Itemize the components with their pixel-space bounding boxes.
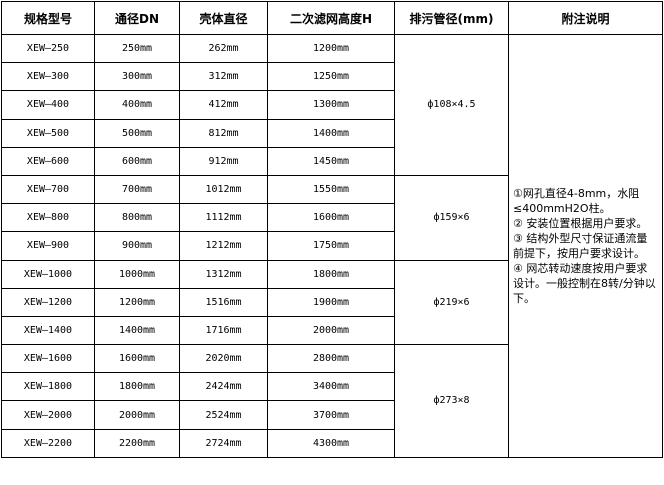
shell-diameter-cell: 1516mm — [179, 287, 268, 317]
dn-cell: 1400mm — [94, 315, 180, 346]
drain-pipe-cell: ф159×6 — [394, 174, 509, 261]
table-row: XEW—250 250mm 262mm 1200mm ф108×4.5 ①网孔直径4-8m… — [1, 33, 663, 458]
model-cell: XEW—500 — [1, 118, 95, 148]
shell-diameter-cell: 2424mm — [179, 372, 268, 402]
model-cell: XEW—1800 — [1, 372, 95, 402]
dn-cell: 700mm — [94, 174, 180, 205]
dn-cell: 1800mm — [94, 372, 180, 402]
dn-cell: 600mm — [94, 146, 180, 176]
drain-pipe-cell: ф219×6 — [394, 259, 509, 346]
table-row: XEW—1600 1600mm 2020mm 2800mm ф273×8 — [1, 344, 663, 458]
shell-diameter-cell: 1716mm — [179, 315, 268, 346]
header-model: 规格型号 — [1, 1, 95, 35]
shell-diameter-cell: 812mm — [179, 118, 268, 148]
table-row: XEW—400 400mm 412mm 1300mm — [1, 90, 663, 120]
table-row: XEW—500 500mm 812mm 1400mm — [1, 118, 663, 148]
screen-height-cell: 3400mm — [267, 372, 395, 402]
dn-cell: 900mm — [94, 231, 180, 261]
shell-diameter-cell: 2524mm — [179, 400, 268, 430]
model-cell: XEW—700 — [1, 174, 95, 205]
model-cell: XEW—600 — [1, 146, 95, 176]
shell-diameter-cell: 262mm — [179, 33, 268, 64]
model-cell: XEW—2200 — [1, 428, 95, 458]
dn-cell: 300mm — [94, 62, 180, 92]
dn-cell: 1000mm — [94, 259, 180, 289]
screen-height-cell: 2000mm — [267, 315, 395, 346]
shell-diameter-cell: 312mm — [179, 62, 268, 92]
screen-height-cell: 1300mm — [267, 90, 395, 120]
screen-height-cell: 1900mm — [267, 287, 395, 317]
screen-height-cell: 3700mm — [267, 400, 395, 430]
table-row: XEW—300 300mm 312mm 1250mm — [1, 62, 663, 92]
model-cell: XEW—400 — [1, 90, 95, 120]
screen-height-cell: 1450mm — [267, 146, 395, 176]
model-cell: XEW—900 — [1, 231, 95, 261]
model-cell: XEW—1600 — [1, 344, 95, 374]
shell-diameter-cell: 912mm — [179, 146, 268, 176]
header-row: 规格型号 通径DN 壳体直径 二次滤网高度H 排污管径(mm) 附注说明 — [1, 1, 663, 35]
shell-diameter-cell: 1112mm — [179, 203, 268, 233]
table-row: XEW—2000 2000mm 2524mm 3700mm — [1, 400, 663, 430]
dn-cell: 1600mm — [94, 344, 180, 374]
screen-height-cell: 4300mm — [267, 428, 395, 458]
drain-pipe-cell: ф273×8 — [394, 344, 509, 458]
table-row: XEW—700 700mm 1012mm 1550mm ф159×6 — [1, 174, 663, 261]
header-dn: 通径DN — [94, 1, 180, 35]
header-drain-pipe: 排污管径(mm) — [394, 1, 509, 35]
model-cell: XEW—2000 — [1, 400, 95, 430]
shell-diameter-cell: 1312mm — [179, 259, 268, 289]
header-notes: 附注说明 — [508, 1, 663, 35]
screen-height-cell: 1800mm — [267, 259, 395, 289]
screen-height-cell: 2800mm — [267, 344, 395, 374]
screen-height-cell: 1400mm — [267, 118, 395, 148]
model-cell: XEW—250 — [1, 33, 95, 64]
model-cell: XEW—1000 — [1, 259, 95, 289]
shell-diameter-cell: 412mm — [179, 90, 268, 120]
dn-cell: 400mm — [94, 90, 180, 120]
screen-height-cell: 1550mm — [267, 174, 395, 205]
dn-cell: 500mm — [94, 118, 180, 148]
model-cell: XEW—300 — [1, 62, 95, 92]
note-item: ①网孔直径4-8mm，水阻≤400mmH2O柱。 — [513, 186, 640, 215]
dn-cell: 1200mm — [94, 287, 180, 317]
table-row: XEW—1200 1200mm 1516mm 1900mm — [1, 287, 663, 317]
notes-cell: ①网孔直径4-8mm，水阻≤400mmH2O柱。 ② 安装位置根据用户要求。 ③ 结… — [508, 34, 663, 458]
table-row: XEW—600 600mm 912mm 1450mm — [1, 146, 663, 176]
note-item: ③ 结构外型尺寸保证通流量前提下，按用户要求设计。 — [513, 231, 648, 260]
table-row: XEW—800 800mm 1112mm 1600mm — [1, 203, 663, 233]
dn-cell: 2000mm — [94, 400, 180, 430]
screen-height-cell: 1600mm — [267, 203, 395, 233]
screen-height-cell: 1200mm — [267, 33, 395, 64]
drain-pipe-cell: ф108×4.5 — [394, 34, 509, 176]
header-screen-height: 二次滤网高度H — [267, 1, 395, 35]
dn-cell: 2200mm — [94, 428, 180, 458]
model-cell: XEW—1200 — [1, 287, 95, 317]
shell-diameter-cell: 1012mm — [179, 174, 268, 205]
dn-cell: 800mm — [94, 203, 180, 233]
spec-table: 规格型号 通径DN 壳体直径 二次滤网高度H 排污管径(mm) 附注说明 XEW… — [1, 1, 663, 458]
screen-height-cell: 1250mm — [267, 62, 395, 92]
model-cell: XEW—1400 — [1, 315, 95, 346]
shell-diameter-cell: 1212mm — [179, 231, 268, 261]
model-cell: XEW—800 — [1, 203, 95, 233]
shell-diameter-cell: 2724mm — [179, 428, 268, 458]
note-item: ② 安装位置根据用户要求。 — [513, 216, 648, 230]
screen-height-cell: 1750mm — [267, 231, 395, 261]
table-row: XEW—2200 2200mm 2724mm 4300mm — [1, 428, 663, 458]
dn-cell: 250mm — [94, 33, 180, 64]
note-item: ④ 网芯转动速度按用户要求设计。一般控制在8转/分钟以下。 — [513, 261, 656, 305]
shell-diameter-cell: 2020mm — [179, 344, 268, 374]
header-shell-diameter: 壳体直径 — [179, 1, 268, 35]
